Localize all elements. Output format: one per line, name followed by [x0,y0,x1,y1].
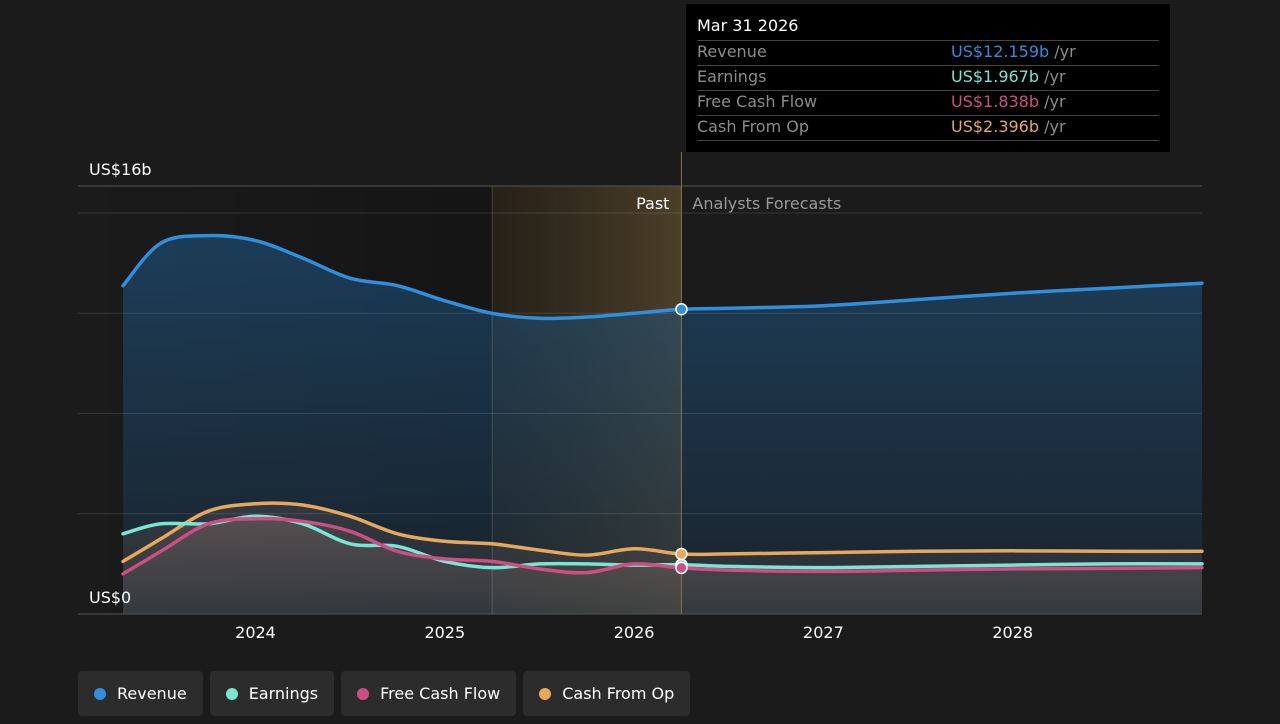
x-axis-tick-label: 2027 [803,623,844,642]
tooltip-unit: /yr [1044,92,1066,111]
legend-item-earnings[interactable]: Earnings [209,671,335,716]
chart-legend: Revenue Earnings Free Cash Flow Cash Fro… [78,671,691,716]
tooltip-row-revenue: Revenue US$12.159b /yr [697,40,1159,65]
tooltip-row-free-cash-flow: Free Cash Flow US$1.838b /yr [697,90,1159,115]
legend-dot-icon [94,687,106,700]
legend-item-revenue[interactable]: Revenue [78,671,203,716]
tooltip-unit: /yr [1044,117,1066,136]
tooltip-value: US$2.396b /yr [951,116,1066,138]
y-axis-max-label: US$16b [89,160,152,179]
series-line-revenue [121,233,1204,321]
legend-dot-icon [225,687,238,700]
tooltip-row-earnings: Earnings US$1.967b /yr [697,65,1159,90]
legend-dot-icon [357,687,370,700]
tooltip-value-number: US$12.159b [951,42,1050,61]
tooltip-panel: Mar 31 2026 Revenue US$12.159b /yr Earni… [686,4,1170,152]
data-point-marker [675,547,688,561]
tooltip-label: Revenue [697,42,767,61]
x-axis-tick-label: 2028 [992,623,1033,642]
tooltip-unit: /yr [1054,42,1076,61]
forecast-label: Analysts Forecasts [692,194,841,213]
legend-label: Cash From Op [562,684,675,703]
x-axis-tick-label: 2025 [424,623,465,642]
series-line-earnings [121,514,1204,570]
x-axis-tick-label: 2024 [235,623,276,642]
legend-item-free-cash-flow[interactable]: Free Cash Flow [341,671,517,716]
x-axis-tick-label: 2026 [614,623,655,642]
tooltip-label: Cash From Op [697,117,810,136]
tooltip-date: Mar 31 2026 [697,16,799,35]
legend-dot-icon [539,687,552,700]
tooltip-value-number: US$1.967b [951,67,1040,86]
tooltip-label: Free Cash Flow [697,92,818,111]
data-point-marker [675,303,688,316]
tooltip-value-number: US$2.396b [951,117,1040,136]
past-label: Past [636,194,669,213]
tooltip-value-number: US$1.838b [951,92,1040,111]
data-point-marker [675,561,688,575]
tooltip-unit: /yr [1044,67,1066,86]
tooltip-value: US$12.159b /yr [951,41,1076,63]
legend-label: Free Cash Flow [380,684,501,703]
tooltip-label: Earnings [697,67,767,86]
series-line-cash-from-op [121,501,1204,564]
legend-item-cash-from-op[interactable]: Cash From Op [523,671,691,716]
series-line-free-cash-flow [121,516,1204,576]
tooltip-value: US$1.967b /yr [951,66,1066,88]
tooltip-row-cash-from-op: Cash From Op US$2.396b /yr [697,115,1159,141]
series-area-revenue [123,235,1202,614]
y-axis-min-label: US$0 [89,588,131,607]
legend-label: Revenue [117,684,187,703]
tooltip-value: US$1.838b /yr [951,91,1066,113]
legend-label: Earnings [248,684,319,703]
